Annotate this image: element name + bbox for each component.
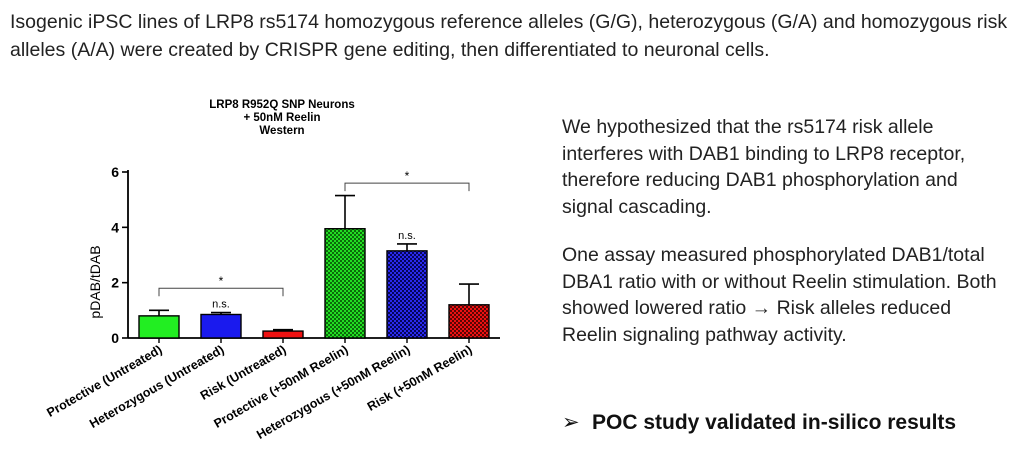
chart-title-line-1: LRP8 R952Q SNP Neurons <box>209 99 355 111</box>
bar <box>386 250 428 339</box>
hypothesis-paragraph: We hypothesized that the rs5174 risk all… <box>562 116 966 218</box>
bar <box>448 304 490 339</box>
assay-paragraph: One assay measured phosphorylated DAB1/t… <box>562 244 997 346</box>
significance-bracket <box>344 182 470 192</box>
significance-star: * <box>219 274 224 288</box>
significance-star: * <box>405 169 410 183</box>
bar <box>262 330 304 339</box>
significance-bracket <box>158 287 284 297</box>
intro-text: Isogenic iPSC lines of LRP8 rs5174 homoz… <box>10 11 1008 61</box>
y-axis-label: pDAB/tDAB <box>87 245 103 318</box>
bar <box>324 228 366 339</box>
explanation-panel: We hypothesized that the rs5174 risk all… <box>562 114 1002 370</box>
chart-title-line-3: Western <box>259 125 304 137</box>
x-tick-label: Risk (+50nM Reelin) <box>365 342 475 413</box>
significance-label: n.s. <box>398 230 416 242</box>
y-tick-label: 0 <box>111 330 119 346</box>
bar-chart: LRP8 R952Q SNP Neurons + 50nM Reelin Wes… <box>0 92 520 469</box>
arrow-bullet-icon: ➢ <box>562 411 580 434</box>
y-tick-label: 2 <box>111 275 119 291</box>
y-tick-label: 4 <box>111 219 119 235</box>
chart-title-line-2: + 50nM Reelin <box>243 112 320 124</box>
conclusion: ➢ POC study validated in-silico results <box>562 410 1012 435</box>
y-tick-label: 6 <box>111 164 119 180</box>
bar-chart-svg: LRP8 R952Q SNP Neurons + 50nM Reelin Wes… <box>44 99 500 442</box>
bar <box>200 313 242 339</box>
significance-label: n.s. <box>212 299 230 311</box>
bar <box>138 315 180 339</box>
conclusion-text: POC study validated in-silico results <box>592 411 957 434</box>
